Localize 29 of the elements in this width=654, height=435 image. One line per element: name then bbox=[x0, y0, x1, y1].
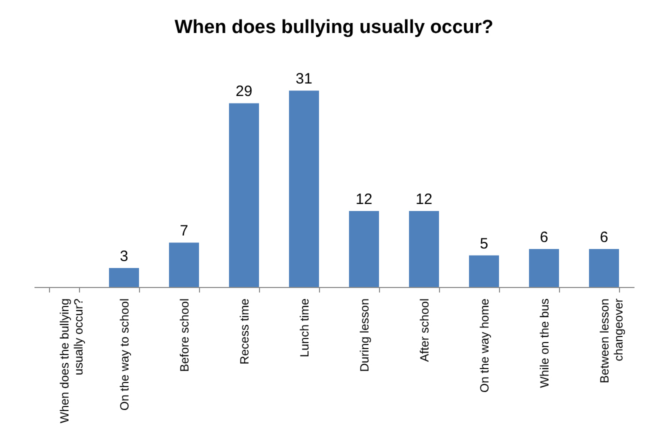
bar bbox=[589, 248, 619, 287]
bar bbox=[349, 210, 379, 287]
data-label: 6 bbox=[600, 228, 608, 246]
x-tick-label: After school bbox=[418, 298, 432, 362]
x-tick-label: When does the bullying usually occur? bbox=[58, 298, 86, 424]
data-label: 29 bbox=[236, 83, 252, 100]
bar bbox=[229, 103, 259, 287]
data-label: 5 bbox=[480, 235, 488, 252]
bar bbox=[169, 242, 199, 287]
chart-title: When does bullying usually occur? bbox=[174, 17, 494, 38]
x-tick-label: During lesson bbox=[358, 298, 372, 372]
x-tick-label: Recess time bbox=[238, 298, 252, 365]
bar bbox=[289, 90, 319, 287]
x-tick-label: On the way to school bbox=[118, 298, 132, 411]
data-label: 31 bbox=[296, 70, 312, 88]
x-tick-label: While on the bus bbox=[538, 298, 552, 388]
bar bbox=[109, 268, 139, 287]
data-label: 3 bbox=[120, 248, 128, 265]
x-tick-label: Lunch time bbox=[298, 298, 312, 358]
bar bbox=[529, 248, 559, 287]
x-tick-label: Before school bbox=[178, 298, 192, 372]
bar bbox=[469, 255, 499, 287]
data-label: 12 bbox=[416, 190, 432, 208]
x-tick-label: Between lesson changeover bbox=[598, 298, 626, 384]
bar bbox=[409, 210, 439, 287]
data-label: 12 bbox=[356, 190, 372, 208]
x-tick-label: On the way home bbox=[478, 298, 492, 393]
data-label: 6 bbox=[540, 228, 548, 246]
data-label: 7 bbox=[180, 222, 188, 240]
